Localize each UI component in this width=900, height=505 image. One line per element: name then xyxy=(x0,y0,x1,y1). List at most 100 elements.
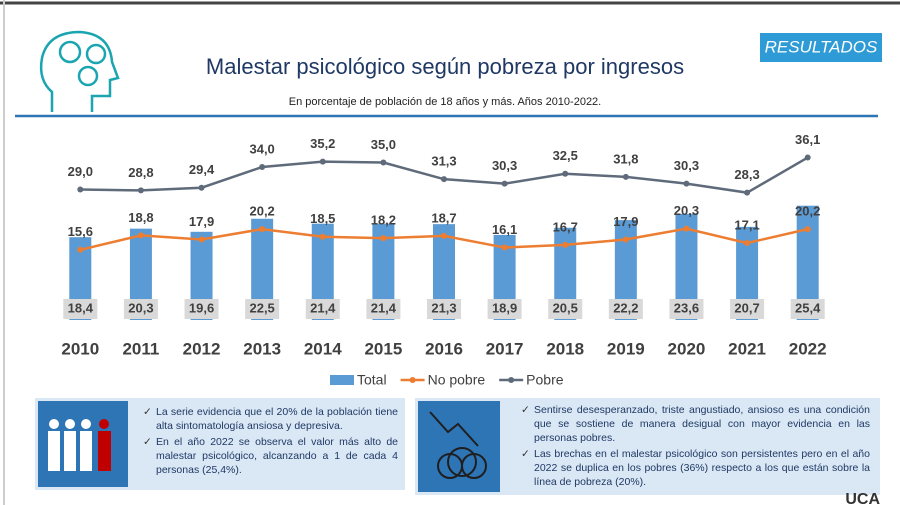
value-label: 18,4 xyxy=(68,300,94,315)
bar xyxy=(554,227,577,320)
bar xyxy=(311,223,334,320)
point xyxy=(744,240,751,247)
point xyxy=(441,176,447,183)
bar xyxy=(493,234,516,320)
x-tick-label: 2019 xyxy=(607,339,645,358)
value-label-bg xyxy=(790,299,825,319)
value-label: 20,2 xyxy=(795,204,820,219)
bar xyxy=(675,213,698,320)
point xyxy=(319,233,326,240)
value-label: 20,5 xyxy=(553,300,578,315)
point xyxy=(683,225,690,232)
x-tick-label: 2013 xyxy=(243,339,281,358)
value-label-bg xyxy=(366,299,401,319)
legend-label: Pobre xyxy=(526,372,564,388)
value-label: 30,3 xyxy=(674,158,699,173)
point xyxy=(137,232,144,239)
bar xyxy=(736,226,759,320)
x-tick-label: 2017 xyxy=(486,339,524,358)
head-icon xyxy=(39,30,120,112)
point xyxy=(441,232,447,239)
badge: RESULTADOS xyxy=(765,37,878,56)
value-label-bg xyxy=(63,299,98,319)
value-label: 18,7 xyxy=(431,210,456,225)
point xyxy=(198,184,205,191)
bar xyxy=(251,218,274,320)
note-item: Las brechas en el malestar psicológico s… xyxy=(521,447,870,489)
point xyxy=(622,236,629,243)
value-label: 22,2 xyxy=(613,300,638,315)
point xyxy=(77,186,84,193)
logo: UCA xyxy=(845,491,880,505)
value-label: 18,5 xyxy=(310,211,335,226)
point xyxy=(501,244,508,251)
x-tick-label: 2018 xyxy=(546,339,584,358)
x-tick-label: 2015 xyxy=(364,339,402,358)
value-label-bg xyxy=(730,299,765,319)
value-label: 23,6 xyxy=(674,300,699,315)
chart-title: Malestar psicológico según pobreza por i… xyxy=(206,54,684,79)
value-label: 20,2 xyxy=(249,204,274,219)
point xyxy=(562,170,569,177)
value-label: 29,0 xyxy=(68,164,93,179)
value-label: 21,3 xyxy=(431,300,456,315)
chart-subtitle: En porcentaje de población de 18 años y … xyxy=(289,96,602,108)
value-label: 17,1 xyxy=(734,217,759,232)
x-tick-label: 2011 xyxy=(122,339,159,358)
bar xyxy=(372,223,395,320)
point xyxy=(380,159,387,166)
value-label-bg xyxy=(305,299,340,319)
value-label: 20,3 xyxy=(674,203,699,218)
point xyxy=(804,226,811,233)
x-tick-label: 2020 xyxy=(668,339,706,358)
value-label: 18,8 xyxy=(128,210,153,225)
value-label: 31,3 xyxy=(431,154,456,169)
badge-bg xyxy=(760,33,882,62)
value-label: 31,8 xyxy=(613,151,638,166)
value-label: 35,2 xyxy=(310,136,335,151)
legend-label: Total xyxy=(357,372,387,388)
note-item: Sentirse desesperanzado, triste angustia… xyxy=(521,403,870,445)
bar xyxy=(433,224,455,320)
value-label: 28,8 xyxy=(128,165,153,180)
point xyxy=(259,164,266,170)
bar xyxy=(190,231,213,320)
legend-swatch xyxy=(330,375,354,385)
value-label: 18,2 xyxy=(371,213,396,228)
point xyxy=(804,154,811,161)
value-label: 17,9 xyxy=(189,214,214,229)
note-item: En el año 2022 se observa el valor más a… xyxy=(143,435,398,477)
x-tick-label: 2021 xyxy=(728,339,766,358)
value-label: 16,1 xyxy=(492,222,517,237)
x-tick-label: 2022 xyxy=(789,339,827,358)
bar xyxy=(796,205,819,320)
bar xyxy=(129,228,152,320)
people-icon xyxy=(48,419,111,471)
value-label: 16,7 xyxy=(553,219,578,234)
value-label: 18,9 xyxy=(492,300,517,315)
value-label: 29,4 xyxy=(189,162,215,177)
value-label: 20,7 xyxy=(734,300,759,315)
point xyxy=(77,246,84,253)
value-label-bg xyxy=(608,299,643,319)
point xyxy=(198,236,205,243)
point xyxy=(683,180,690,187)
point xyxy=(137,187,144,194)
legend-marker xyxy=(508,377,515,383)
point xyxy=(744,189,751,196)
value-label: 30,3 xyxy=(492,158,517,173)
note-right: Sentirse desesperanzado, triste angustia… xyxy=(520,403,870,491)
point xyxy=(622,173,629,180)
value-label: 19,6 xyxy=(189,300,214,315)
note-item: La serie evidencia que el 20% de la pobl… xyxy=(143,405,398,433)
value-label: 17,9 xyxy=(613,214,638,229)
x-tick-label: 2012 xyxy=(183,339,221,358)
value-label-bg xyxy=(548,299,583,319)
value-label: 20,3 xyxy=(128,300,153,315)
value-label-bg xyxy=(245,299,280,319)
value-label-bg xyxy=(487,299,522,319)
money-icon xyxy=(429,411,487,479)
point xyxy=(319,158,326,165)
value-label: 25,4 xyxy=(795,300,821,315)
